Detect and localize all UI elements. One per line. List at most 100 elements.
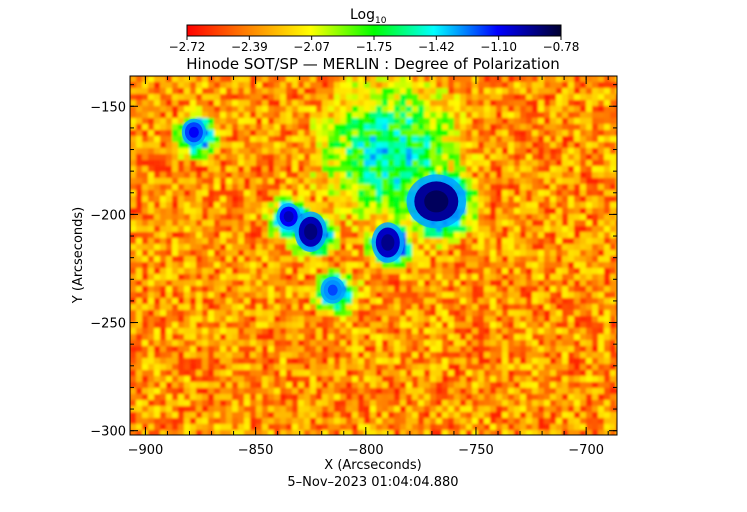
heatmap-cell xyxy=(556,190,563,197)
heatmap-cell xyxy=(586,352,593,359)
heatmap-cell xyxy=(436,166,443,173)
heatmap-cell xyxy=(208,304,215,311)
heatmap-cell xyxy=(196,148,203,155)
heatmap-cell xyxy=(550,358,557,365)
heatmap-cell xyxy=(178,238,185,245)
heatmap-cell xyxy=(424,412,431,419)
heatmap-cell xyxy=(220,346,227,353)
heatmap-cell xyxy=(466,340,473,347)
heatmap-cell xyxy=(220,190,227,197)
heatmap-cell xyxy=(484,88,491,95)
heatmap-cell xyxy=(574,178,581,185)
heatmap-cell xyxy=(172,136,179,143)
heatmap-cell xyxy=(226,382,233,389)
heatmap-cell xyxy=(496,154,503,161)
heatmap-cell xyxy=(244,142,251,149)
heatmap-cell xyxy=(322,430,329,435)
heatmap-cell xyxy=(568,136,575,143)
heatmap-cell xyxy=(160,82,167,89)
heatmap-cell xyxy=(250,274,257,281)
heatmap-cell xyxy=(358,424,365,431)
heatmap-cell xyxy=(346,178,353,185)
heatmap-cell xyxy=(232,262,239,269)
heatmap-cell xyxy=(196,172,203,179)
heatmap-cell xyxy=(250,352,257,359)
heatmap-cell xyxy=(232,292,239,299)
heatmap-cell xyxy=(172,370,179,377)
heatmap-cell xyxy=(172,376,179,383)
heatmap-cell xyxy=(196,178,203,185)
heatmap-cell xyxy=(340,172,347,179)
heatmap-cell xyxy=(148,214,155,221)
heatmap-cell xyxy=(568,382,575,389)
heatmap-cell xyxy=(610,130,617,137)
heatmap-cell xyxy=(544,328,551,335)
heatmap-cell xyxy=(502,232,509,239)
heatmap-cell xyxy=(370,394,377,401)
heatmap-cell xyxy=(526,334,533,341)
heatmap-cell xyxy=(502,220,509,227)
heatmap-cell xyxy=(514,190,521,197)
heatmap-cell xyxy=(460,166,467,173)
heatmap-cell xyxy=(502,388,509,395)
heatmap-cell xyxy=(508,238,515,245)
heatmap-cell xyxy=(310,418,317,425)
heatmap-cell xyxy=(328,118,335,125)
heatmap-cell xyxy=(352,196,359,203)
heatmap-cell xyxy=(448,148,455,155)
heatmap-cell xyxy=(436,106,443,113)
heatmap-cell xyxy=(514,268,521,275)
heatmap-cell xyxy=(238,310,245,317)
heatmap-cell xyxy=(460,328,467,335)
heatmap-cell xyxy=(436,292,443,299)
heatmap-cell xyxy=(394,94,401,101)
heatmap-cell xyxy=(400,88,407,95)
heatmap-cell xyxy=(412,346,419,353)
heatmap-cell xyxy=(340,154,347,161)
heatmap-cell xyxy=(502,124,509,131)
heatmap-cell xyxy=(292,184,299,191)
heatmap-cell xyxy=(568,244,575,251)
heatmap-cell xyxy=(604,202,611,209)
heatmap-cell xyxy=(370,334,377,341)
heatmap-cell xyxy=(352,382,359,389)
heatmap-cell xyxy=(178,340,185,347)
heatmap-cell xyxy=(406,232,413,239)
heatmap-cell xyxy=(520,298,527,305)
heatmap-cell xyxy=(226,358,233,365)
plot-frame xyxy=(129,75,618,436)
heatmap-cell xyxy=(532,286,539,293)
heatmap-cell xyxy=(364,220,371,227)
heatmap-cell xyxy=(184,148,191,155)
heatmap-cell xyxy=(220,298,227,305)
heatmap-cell xyxy=(610,268,617,275)
heatmap-cell xyxy=(418,358,425,365)
heatmap-cell xyxy=(268,124,275,131)
heatmap-cell xyxy=(166,292,173,299)
heatmap-cell xyxy=(406,322,413,329)
heatmap-cell xyxy=(376,112,383,119)
heatmap-cell xyxy=(478,112,485,119)
heatmap-cell xyxy=(316,400,323,407)
heatmap-cell xyxy=(562,250,569,257)
heatmap-cell xyxy=(244,298,251,305)
heatmap-cell xyxy=(172,394,179,401)
heatmap-cell xyxy=(358,382,365,389)
heatmap-cell xyxy=(460,172,467,179)
heatmap-cell xyxy=(442,106,449,113)
heatmap-cell xyxy=(172,274,179,281)
heatmap-cell xyxy=(568,340,575,347)
heatmap-cell xyxy=(148,388,155,395)
heatmap-cell xyxy=(310,112,317,119)
heatmap-cell xyxy=(430,148,437,155)
heatmap-cell xyxy=(346,244,353,251)
heatmap-cell xyxy=(568,196,575,203)
heatmap-cell xyxy=(142,130,149,137)
heatmap-cell xyxy=(286,424,293,431)
heatmap-cell xyxy=(544,190,551,197)
heatmap-cell xyxy=(154,250,161,257)
heatmap-cell xyxy=(520,274,527,281)
heatmap-cell xyxy=(250,82,257,89)
heatmap-cell xyxy=(256,196,263,203)
heatmap-cell xyxy=(262,232,269,239)
